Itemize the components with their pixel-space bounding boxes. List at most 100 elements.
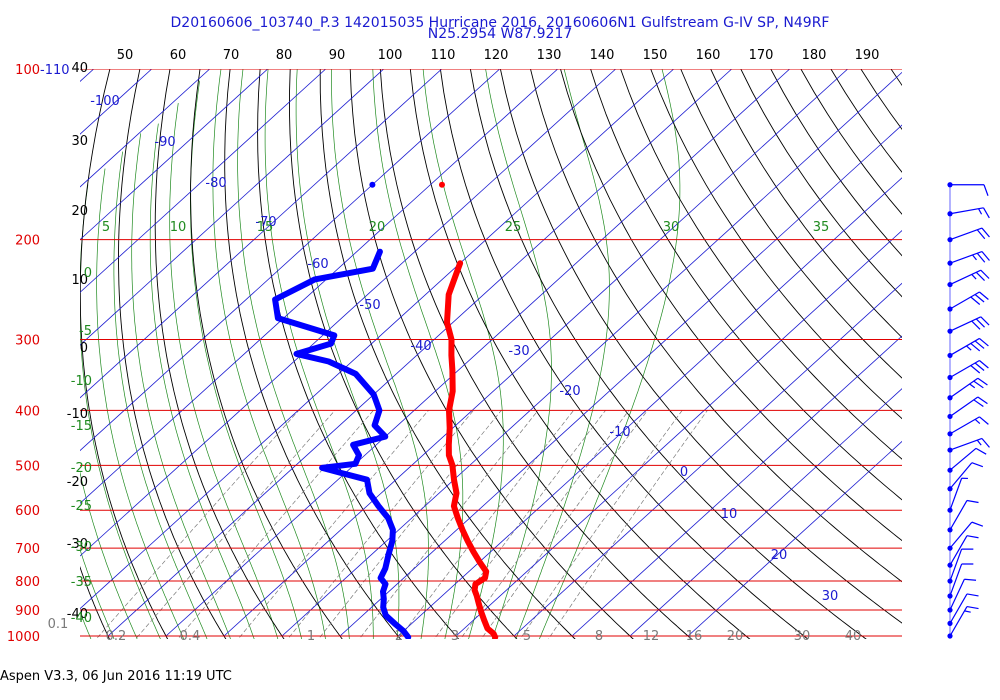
mixing-ratio-line (135, 410, 336, 639)
barb-flag (976, 229, 986, 240)
mixing-ratio-label: 16 (686, 629, 703, 644)
barb-half-flag (966, 345, 972, 351)
barb-base (947, 306, 953, 312)
barb-staff (949, 396, 979, 417)
altitude-label: 30 (71, 134, 88, 149)
moist-left-label: -30 (71, 540, 92, 555)
moist-adiabat-label: 5 (102, 220, 110, 235)
barb-flag (974, 340, 985, 349)
barb-flag (974, 362, 985, 371)
dry-adiabat-line (118, 69, 227, 639)
barb-staff (949, 377, 979, 399)
dry-adiabat-line (439, 69, 809, 639)
moist-left-label: -35 (71, 575, 92, 590)
wind-barb (947, 227, 990, 243)
isotherm-label: 30 (822, 589, 839, 604)
barb-base (947, 260, 953, 266)
isotherm-label: -50 (359, 298, 380, 313)
moist-adiabat-line (264, 69, 374, 639)
dry-adiabat-line (560, 69, 902, 542)
wind-barb (947, 437, 990, 453)
barb-flag (970, 365, 981, 374)
dry-adiabat-line (257, 69, 460, 639)
mixing-ratio-label: 1 (307, 629, 315, 644)
mixing-ratio-line (95, 410, 300, 639)
barb-half-flag (978, 208, 983, 215)
moist-left-label: -5 (79, 324, 92, 339)
barb-flag (981, 438, 990, 448)
mixing-ratio-label: 30 (794, 629, 811, 644)
wind-barb (947, 548, 974, 584)
dry-adiabat-line (154, 69, 285, 639)
isotherm-line (80, 69, 268, 241)
barb-half-flag (969, 383, 976, 389)
altitude-label: -10 (67, 407, 88, 422)
isotherm-label: -60 (307, 257, 328, 272)
wind-barb (947, 521, 984, 551)
mixing-ratio-line (548, 410, 708, 639)
barb-flag (983, 184, 989, 196)
barb-half-flag (972, 254, 977, 261)
pressure-label: 600 (15, 504, 40, 519)
dry-adiabat-line (650, 69, 902, 420)
top-axis-label: 100 (378, 48, 403, 63)
mixing-ratio-line (480, 410, 648, 639)
barb-base (947, 562, 953, 568)
moist-adiabat-line (485, 69, 552, 639)
wind-barb (947, 535, 979, 568)
barb-half-flag (964, 610, 971, 613)
dry-adiabat-line (890, 69, 902, 87)
isotherm-line (80, 69, 210, 188)
dry-adiabat-line (224, 69, 402, 639)
barb-staff (949, 250, 983, 264)
barb-staff (949, 478, 963, 511)
moist-adiabat-label: 30 (663, 220, 680, 235)
wind-barbs (947, 182, 990, 639)
barb-flag (975, 447, 987, 455)
barb-staff (949, 593, 968, 624)
dry-adiabat-line (620, 69, 902, 460)
dry-adiabat-line (921, 69, 1000, 648)
moist-adiabat-line (295, 69, 400, 639)
moist-left-label: 0 (84, 266, 92, 281)
pressure-label: 700 (15, 542, 40, 557)
temperature-upper-point (438, 181, 445, 188)
moist-left-label: -15 (71, 419, 92, 434)
barb-base (947, 486, 953, 492)
moist-adiabat-label: 20 (369, 220, 386, 235)
wind-barb (947, 396, 988, 420)
barb-staff (949, 337, 980, 356)
mixing-ratio-label: 2 (395, 629, 403, 644)
altitude-label: 40 (71, 61, 88, 76)
barb-base (947, 328, 953, 334)
pressure-label: 200 (15, 234, 40, 249)
chart-title: D20160606_103740_P.3 142015035 Hurricane… (170, 15, 830, 31)
barb-flag (981, 251, 990, 261)
temperature-profile (444, 260, 499, 639)
barb-flag (970, 296, 981, 305)
isotherm-label: -40 (410, 339, 431, 354)
barb-flag (970, 342, 981, 352)
barb-base (947, 211, 953, 217)
barb-base (947, 447, 953, 453)
top-axis-label: 140 (590, 48, 615, 63)
chart-subtitle: N25.2954 W87.9217 (427, 26, 573, 42)
wind-barb (947, 462, 984, 492)
altitude-label: -30 (67, 537, 88, 552)
moist-adiabat-label: 15 (257, 220, 274, 235)
top-axis-label: 120 (484, 48, 509, 63)
dry-adiabat-line (770, 69, 902, 257)
barb-flag (975, 318, 985, 328)
wind-barb (947, 499, 979, 533)
barb-base (947, 467, 953, 473)
barb-half-flag (974, 418, 981, 424)
barb-flag (979, 360, 989, 369)
barb-flag (973, 380, 984, 389)
top-axis-label: 150 (643, 48, 668, 63)
moist-adiabat-label: 25 (505, 220, 522, 235)
isotherm-line (513, 282, 902, 637)
moist-adiabat-line (113, 151, 208, 639)
mixing-ratio-line (433, 410, 606, 639)
barb-flag (975, 271, 985, 282)
